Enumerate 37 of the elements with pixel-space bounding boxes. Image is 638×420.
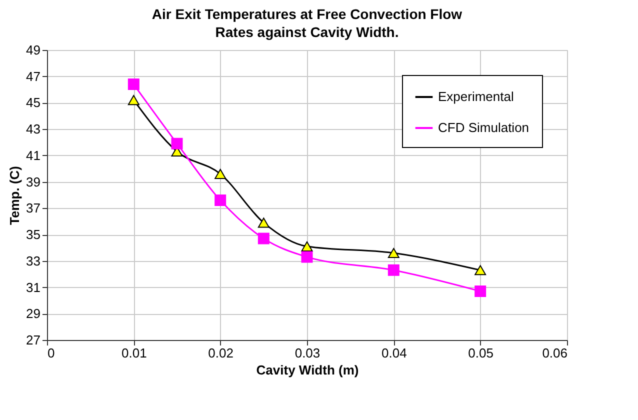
point [128,95,140,106]
y-tick-label: 33 [26,253,40,268]
point [474,285,486,297]
point [171,138,183,150]
y-tick-label: 29 [26,306,40,322]
x-tick-label: 0.04 [382,346,407,360]
y-tick-label: 39 [26,174,40,190]
y-tick-label: 45 [26,95,40,110]
point [258,218,270,228]
y-tick-label: 35 [26,227,40,242]
x-tick-label: 0.05 [468,346,494,360]
y-tick-label: 49 [26,42,40,58]
x-tick-label: 0.02 [208,346,234,360]
y-axis-title: Temp. (C) [7,166,22,225]
x-tick-label: 0 [48,346,55,360]
point [388,248,400,258]
y-tick-label: 37 [26,200,40,216]
legend-label: Experimental [438,89,514,104]
y-tick-label: 27 [26,332,40,348]
point [128,78,140,90]
chart-title: Air Exit Temperatures at Free Convection Flow Rates against Cavity Width. [152,6,462,40]
y-tick-label: 41 [26,148,40,163]
x-axis-title: Cavity Width (m) [256,362,359,378]
point [301,241,313,252]
point [258,232,270,244]
point [388,264,400,276]
point [301,251,313,263]
point [474,265,486,276]
y-tick-label: 47 [26,68,40,84]
x-tick-label: 0.01 [122,346,147,360]
y-tick-label: 31 [26,280,40,295]
x-tick-label: 0.06 [542,346,568,360]
y-tick-label: 43 [26,122,40,137]
legend-label: CFD Simulation [438,120,530,135]
point [214,168,226,179]
x-tick-label: 0.03 [294,346,320,360]
point [214,194,226,206]
